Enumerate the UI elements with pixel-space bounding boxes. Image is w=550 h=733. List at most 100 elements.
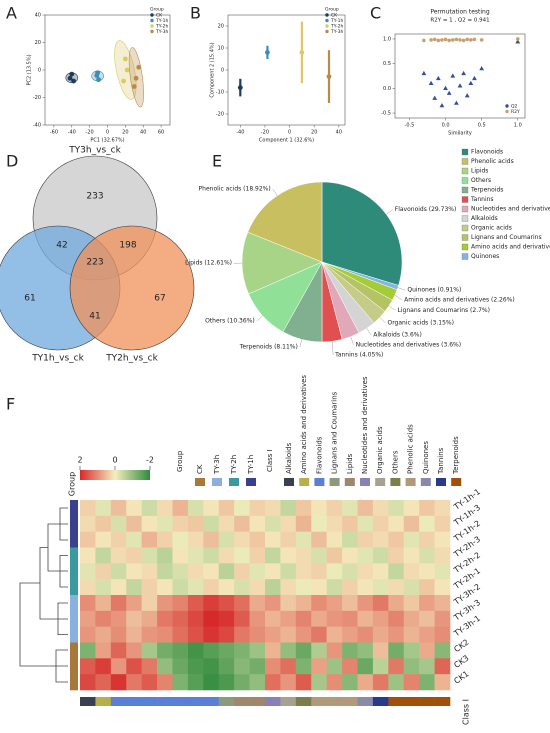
- heatmap-cell: [249, 642, 266, 659]
- x-tick-label: -0.5: [405, 123, 415, 129]
- point: [479, 65, 485, 71]
- heatmap-cell: [218, 658, 235, 675]
- heatmap-cell: [95, 626, 112, 643]
- heatmap-cell: [157, 531, 173, 548]
- heatmap-cell: [141, 610, 158, 627]
- heatmap-cell: [265, 515, 281, 532]
- heatmap-cell: [311, 500, 327, 517]
- x-tick-label: -40: [68, 130, 76, 136]
- y-tick-label: 0: [38, 68, 41, 74]
- slice-label: Quinones (0.91%): [407, 287, 461, 294]
- point: [428, 80, 434, 86]
- heatmap-cell: [80, 595, 96, 612]
- heatmap-cell: [141, 595, 158, 612]
- legend-swatch: [325, 18, 329, 23]
- heatmap-cell: [80, 500, 96, 517]
- legend-label: TY-3h: [213, 455, 221, 475]
- heatmap-cell: [80, 626, 96, 643]
- heatmap-cell: [203, 626, 220, 643]
- class-bar: [203, 697, 220, 706]
- class-bar: [157, 697, 173, 706]
- x-tick-label: 1.0: [514, 123, 522, 129]
- set-label: TY1h_vs_ck: [31, 354, 84, 364]
- heatmap-cell: [249, 626, 266, 643]
- point: [457, 83, 463, 88]
- heatmap-cell: [403, 626, 420, 643]
- heatmap-cell: [218, 547, 235, 564]
- heatmap-cell: [141, 563, 158, 580]
- x-tick-label: 20: [122, 130, 128, 136]
- heatmap-cell: [434, 674, 451, 691]
- legend-label: Others: [471, 177, 491, 184]
- heatmap-cell: [203, 658, 220, 675]
- heatmap-cell: [434, 547, 451, 564]
- heatmap-cell: [342, 500, 358, 517]
- heatmap-cell: [403, 547, 420, 564]
- group-bar: [70, 579, 78, 596]
- heatmap-cell: [187, 642, 204, 659]
- heatmap-cell: [218, 642, 235, 659]
- legend-label: Alkaloids: [471, 215, 498, 222]
- point: [515, 39, 521, 44]
- heatmap-cell: [110, 595, 127, 612]
- heatmap-cell: [372, 531, 389, 548]
- legend-label: Lipids: [346, 453, 354, 474]
- panel-letter: E: [212, 152, 222, 171]
- heatmap-cell: [280, 515, 297, 532]
- class-bar: [187, 697, 204, 706]
- legend-label: Alkaloids: [285, 442, 293, 474]
- group-bar: [70, 595, 78, 612]
- heatmap-cell: [95, 563, 112, 580]
- heatmap-cell: [172, 547, 189, 564]
- leader-line: [388, 305, 396, 311]
- point: [439, 103, 445, 108]
- heatmap-cell: [388, 547, 405, 564]
- heatmap-cell: [295, 658, 312, 675]
- legend-swatch: [195, 478, 205, 486]
- heatmap-cell: [234, 579, 250, 596]
- heatmap-cell: [95, 658, 112, 675]
- leader-line: [394, 294, 403, 301]
- heatmap-cell: [249, 595, 266, 612]
- legend-label: TY-1h: [247, 455, 255, 475]
- legend-swatch: [461, 224, 469, 232]
- heatmap-cell: [311, 547, 327, 564]
- legend-swatch: [505, 109, 509, 114]
- heatmap-cell: [265, 674, 281, 691]
- leader-line: [350, 336, 354, 346]
- heatmap-cell: [434, 500, 451, 517]
- heatmap-cell: [342, 579, 358, 596]
- point: [515, 37, 520, 41]
- x-axis-title: Component 1 (32.6%): [259, 138, 314, 144]
- heatmap-cell: [372, 626, 389, 643]
- heatmap-cell: [265, 563, 281, 580]
- heatmap-cell: [372, 579, 389, 596]
- heatmap-cell: [126, 610, 142, 627]
- row-label: CK3: [452, 653, 470, 670]
- point: [432, 37, 437, 42]
- point: [71, 78, 76, 84]
- point: [461, 38, 466, 43]
- heatmap-cell: [234, 563, 250, 580]
- legend-label: CK: [196, 464, 204, 474]
- plot-frame: [394, 33, 526, 119]
- class-bar: [295, 697, 312, 706]
- heatmap-cell: [342, 563, 358, 580]
- heatmap-cell: [157, 610, 173, 627]
- heatmap-cell: [419, 500, 435, 517]
- heatmap-cell: [110, 626, 127, 643]
- heatmap-cell: [234, 674, 250, 691]
- group-bar: [70, 642, 78, 659]
- heatmap-cell: [218, 579, 235, 596]
- heatmap-cell: [249, 547, 266, 564]
- legend-swatch: [375, 478, 386, 486]
- heatmap-cell: [95, 515, 112, 532]
- y-axis-title: Component 2 (15.4%): [210, 42, 216, 97]
- heatmap-cell: [388, 595, 405, 612]
- leader-line: [331, 341, 334, 355]
- legend-swatch: [461, 205, 469, 213]
- heatmap-cell: [234, 610, 250, 627]
- set-label: TY3h_vs_ck: [68, 146, 121, 156]
- legend-swatch: [150, 24, 154, 28]
- slice-label: Lignans and Coumarins (2.7%): [398, 307, 490, 314]
